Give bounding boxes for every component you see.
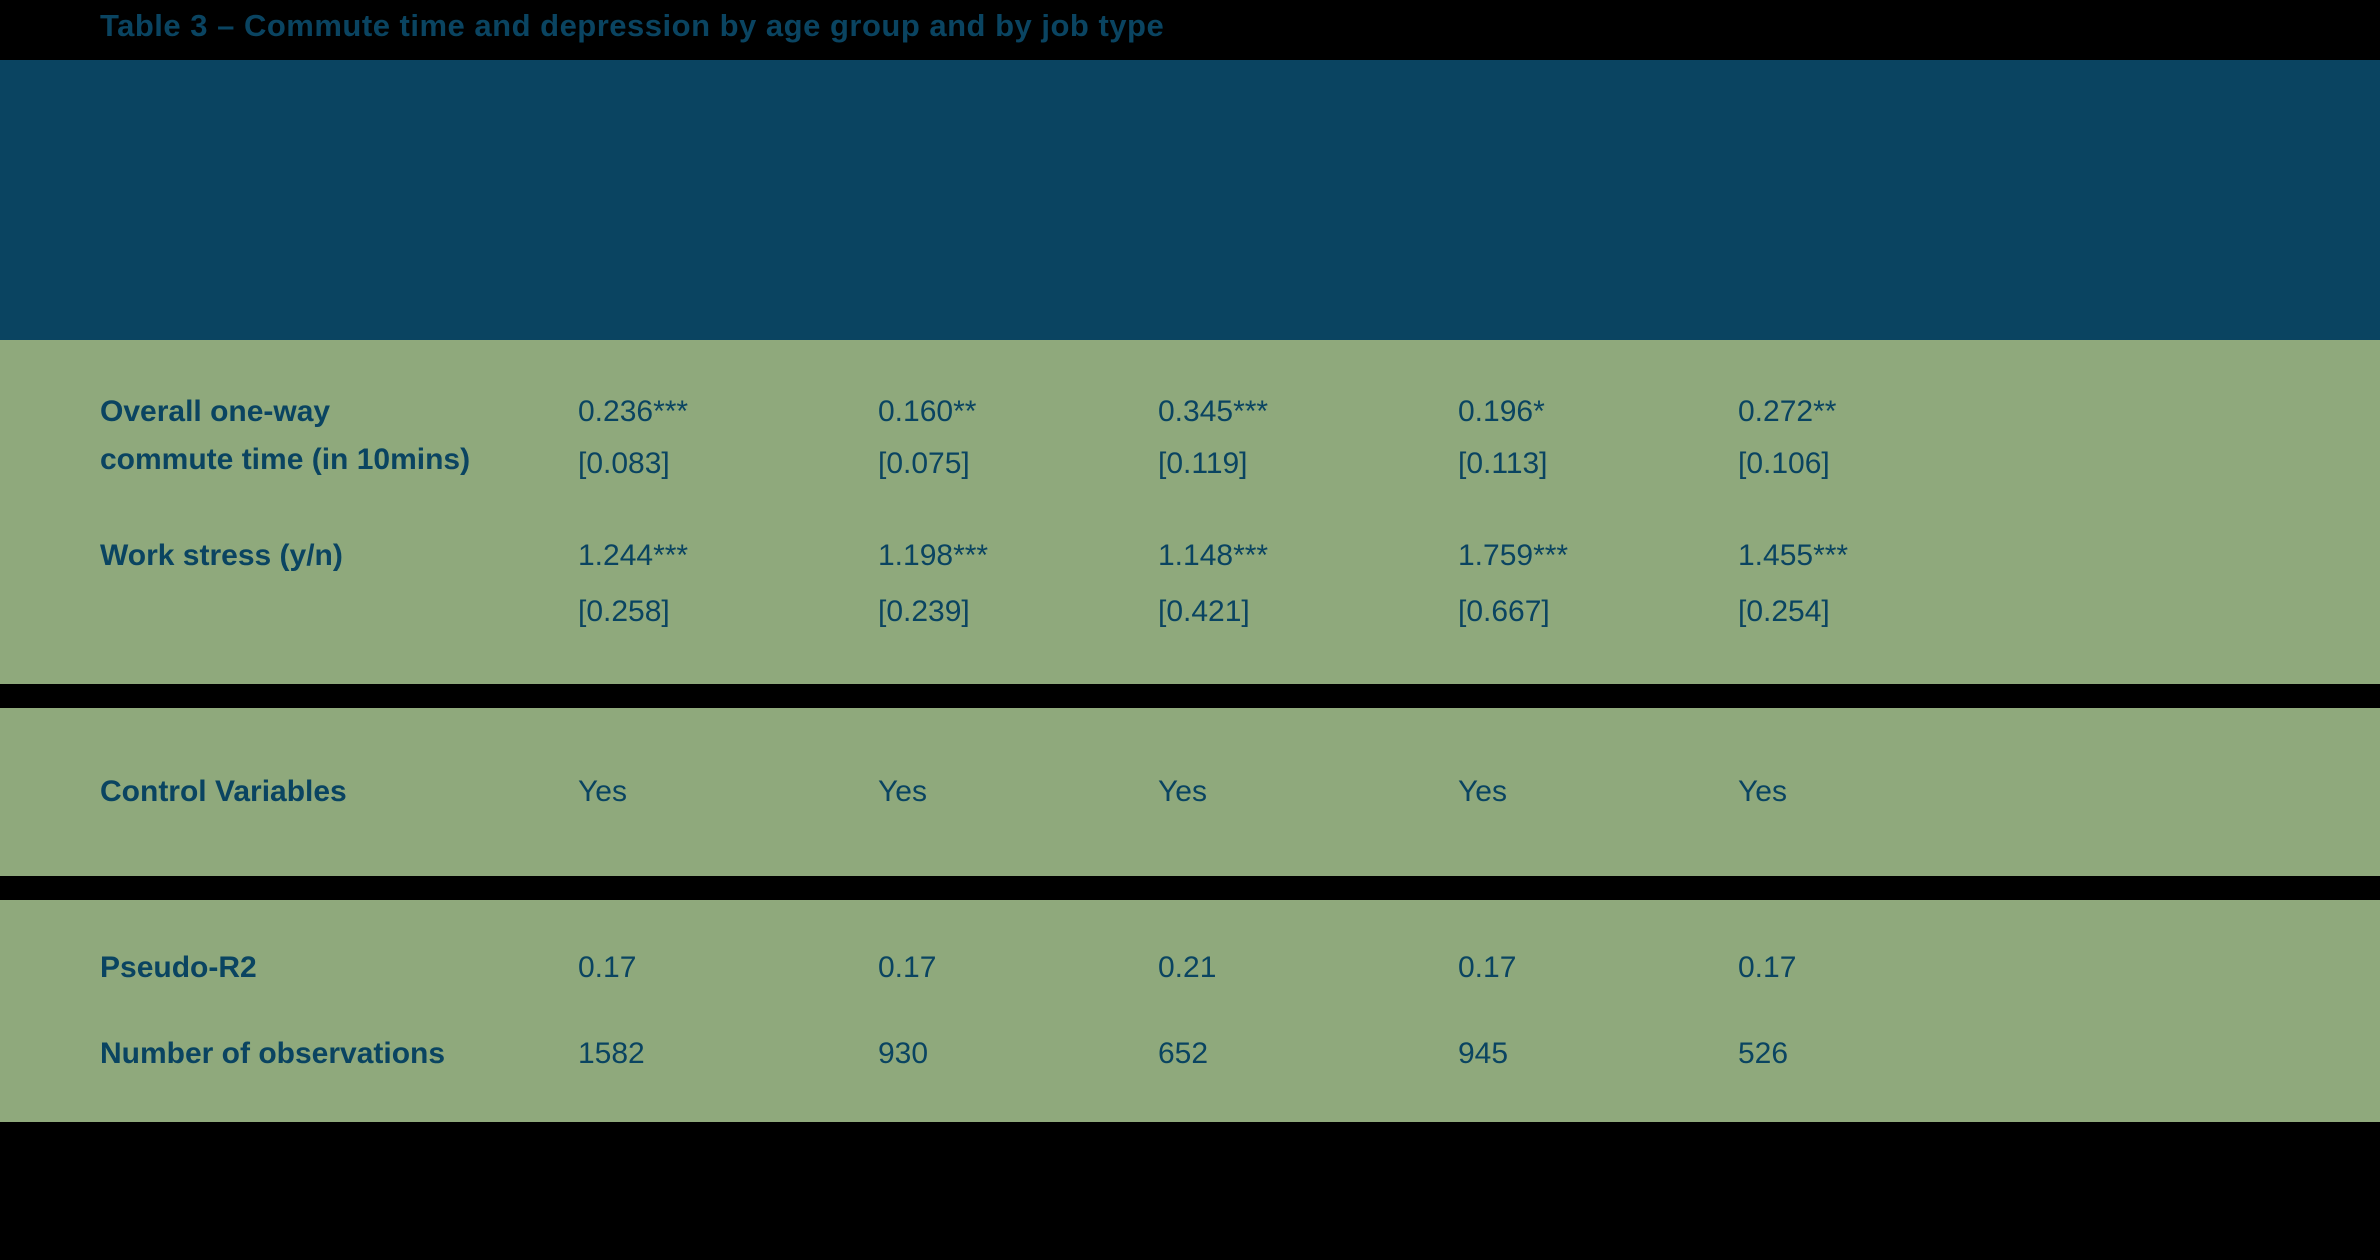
cell-se: [0.239] <box>878 584 1158 636</box>
cell-se: [0.083] <box>578 436 878 488</box>
cell-value: 1582 <box>578 1030 878 1078</box>
cell-se: [0.421] <box>1158 584 1458 636</box>
table-row: Overall one-way 0.236*** 0.160** 0.345**… <box>100 388 2280 436</box>
cell-value: 526 <box>1738 1030 2018 1078</box>
cell-value: 1.198*** <box>878 532 1158 580</box>
title-bar: Table 3 – Commute time and depression by… <box>0 0 2380 60</box>
cell-se: [0.106] <box>1738 436 2018 488</box>
table-row: Control Variables Yes Yes Yes Yes Yes <box>100 768 2280 816</box>
cell-value: Yes <box>578 768 878 816</box>
row-label: Pseudo-R2 <box>100 944 578 992</box>
cell-value: 0.345*** <box>1158 388 1458 436</box>
row-label: Control Variables <box>100 768 578 816</box>
cell-se: [0.119] <box>1158 436 1458 488</box>
row-label: Number of observations <box>100 1030 578 1078</box>
cell-value: 1.244*** <box>578 532 878 580</box>
table-title: Table 3 – Commute time and depression by… <box>100 8 2280 44</box>
cell-se: [0.258] <box>578 584 878 636</box>
cell-value: 0.272** <box>1738 388 2018 436</box>
cell-value: 0.17 <box>578 944 878 992</box>
cell-value: 652 <box>1158 1030 1458 1078</box>
header-band <box>0 60 2380 340</box>
cell-value: 0.21 <box>1158 944 1458 992</box>
table-row: [0.258] [0.239] [0.421] [0.667] [0.254] <box>100 584 2280 636</box>
row-label: Work stress (y/n) <box>100 532 578 580</box>
section-divider <box>0 684 2380 708</box>
cell-value: 0.196* <box>1458 388 1738 436</box>
cell-value: 0.17 <box>1738 944 2018 992</box>
table-row: Number of observations 1582 930 652 945 … <box>100 1030 2280 1078</box>
table-row: Work stress (y/n) 1.244*** 1.198*** 1.14… <box>100 532 2280 580</box>
coefficients-section: Overall one-way 0.236*** 0.160** 0.345**… <box>0 340 2380 684</box>
cell-value: 1.148*** <box>1158 532 1458 580</box>
cell-se: [0.667] <box>1458 584 1738 636</box>
cell-value: 0.17 <box>878 944 1158 992</box>
fit-section: Pseudo-R2 0.17 0.17 0.21 0.17 0.17 Numbe… <box>0 900 2380 1122</box>
cell-se: [0.113] <box>1458 436 1738 488</box>
table-row: Pseudo-R2 0.17 0.17 0.21 0.17 0.17 <box>100 944 2280 992</box>
cell-value: 930 <box>878 1030 1158 1078</box>
cell-value: 0.17 <box>1458 944 1738 992</box>
cell-value: Yes <box>1458 768 1738 816</box>
cell-value: 0.236*** <box>578 388 878 436</box>
cell-value: Yes <box>878 768 1158 816</box>
row-label: Overall one-way <box>100 388 578 436</box>
cell-value: Yes <box>1158 768 1458 816</box>
section-divider <box>0 876 2380 900</box>
controls-section: Control Variables Yes Yes Yes Yes Yes <box>0 708 2380 876</box>
table-row: commute time (in 10mins) [0.083] [0.075]… <box>100 436 2280 488</box>
cell-value: 945 <box>1458 1030 1738 1078</box>
cell-value: Yes <box>1738 768 2018 816</box>
cell-se: [0.254] <box>1738 584 2018 636</box>
cell-value: 0.160** <box>878 388 1158 436</box>
cell-value: 1.455*** <box>1738 532 2018 580</box>
row-label: commute time (in 10mins) <box>100 436 578 484</box>
cell-value: 1.759*** <box>1458 532 1738 580</box>
cell-se: [0.075] <box>878 436 1158 488</box>
